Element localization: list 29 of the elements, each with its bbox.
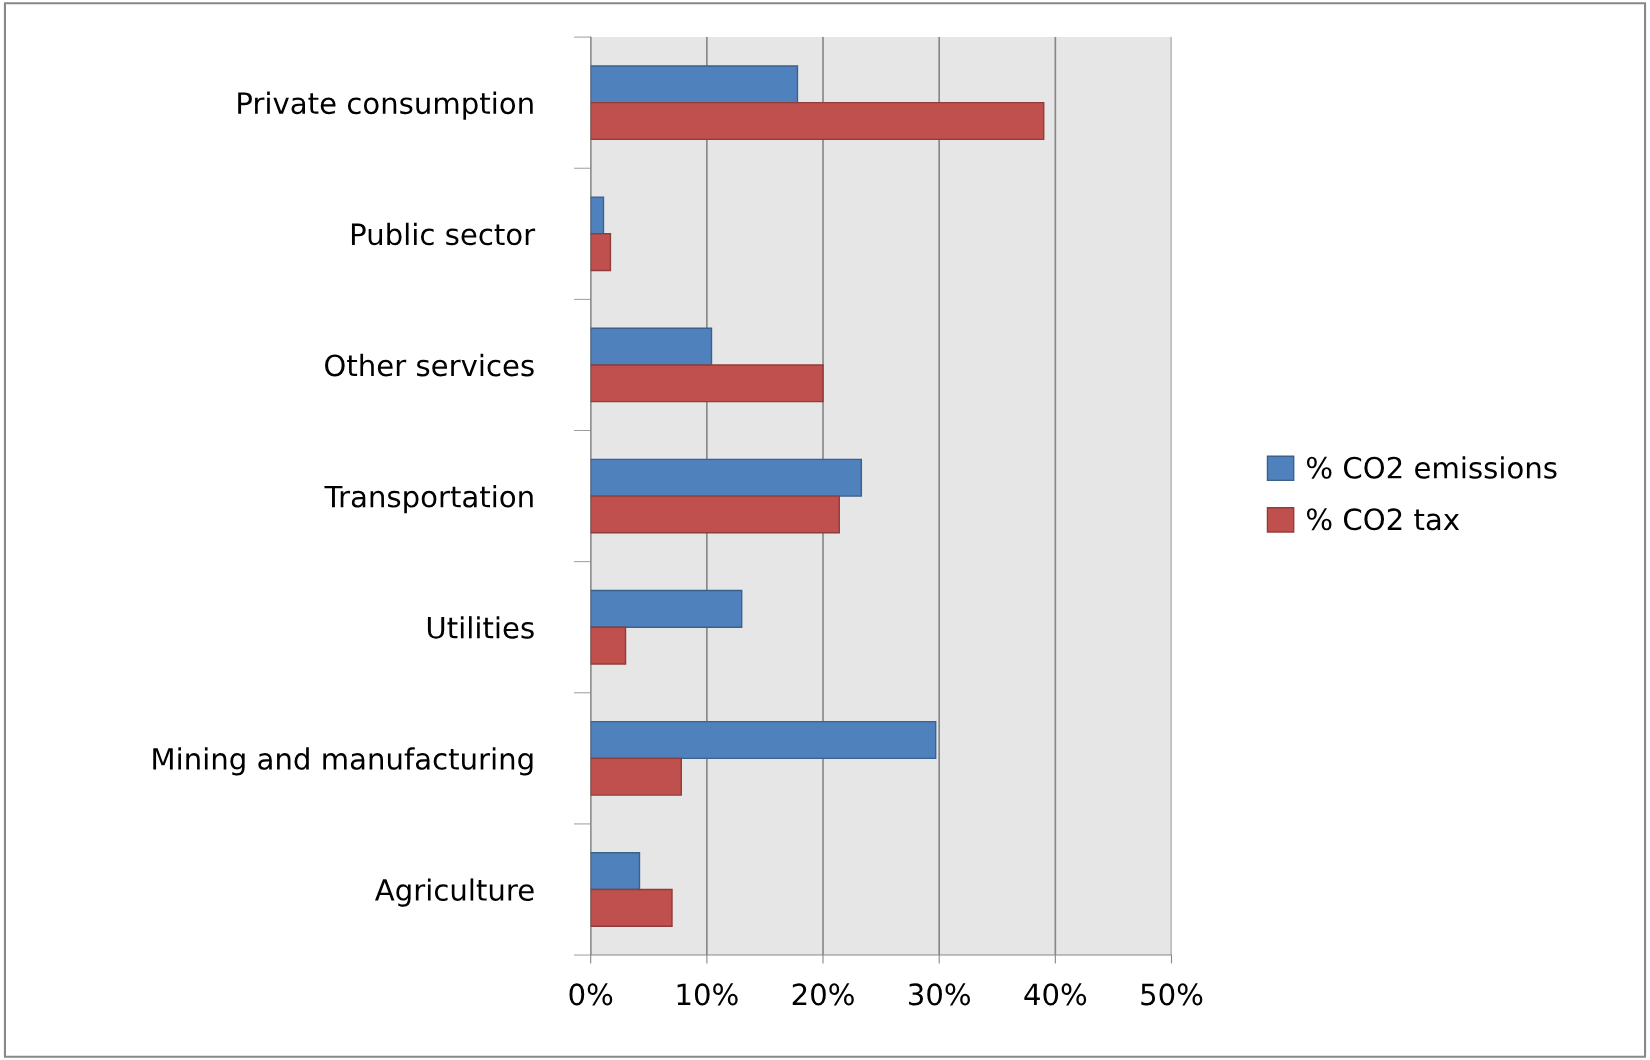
bar bbox=[590, 101, 1045, 141]
bar bbox=[590, 458, 863, 497]
legend-label: % CO2 emissions bbox=[1306, 456, 1557, 479]
x-tick-label: 30% bbox=[908, 983, 970, 1006]
y-tick-label: Agriculture bbox=[374, 878, 534, 907]
bar bbox=[590, 327, 713, 366]
bar bbox=[590, 888, 673, 927]
bar bbox=[590, 757, 682, 796]
y-tick-label: Public sector bbox=[351, 222, 536, 246]
legend-label: % CO2 tax bbox=[1306, 508, 1460, 531]
bar bbox=[590, 65, 799, 104]
bar bbox=[590, 852, 641, 891]
bar bbox=[590, 233, 612, 272]
x-tick-label: 10% bbox=[677, 983, 738, 1006]
x-tick-label: 0% bbox=[569, 983, 613, 1006]
y-tick-label: Transportation bbox=[324, 485, 533, 514]
bar bbox=[590, 196, 605, 235]
bar bbox=[590, 720, 937, 760]
y-tick-label: Mining and manufacturing bbox=[153, 747, 533, 776]
bar bbox=[590, 364, 824, 403]
x-tick-label: 20% bbox=[792, 983, 854, 1006]
x-tick-label: 40% bbox=[1024, 983, 1087, 1006]
bar bbox=[590, 589, 743, 628]
y-tick-label: Utilities bbox=[427, 616, 534, 639]
bar bbox=[590, 626, 627, 665]
y-tick-label: Other services bbox=[325, 353, 534, 377]
y-tick-label: Private consumption bbox=[238, 91, 533, 120]
x-tick-label: 50% bbox=[1141, 983, 1203, 1006]
bar bbox=[590, 495, 840, 534]
